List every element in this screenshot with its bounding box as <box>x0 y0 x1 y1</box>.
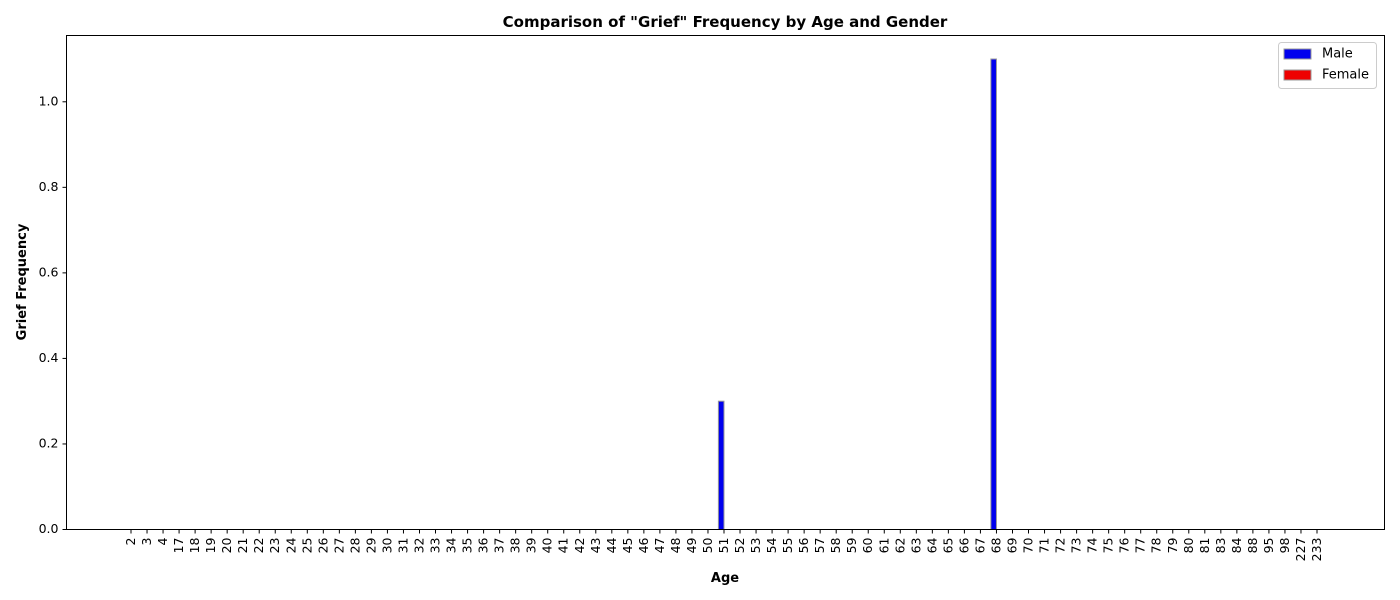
x-tick-label: 65 <box>940 538 955 554</box>
x-tick-label: 80 <box>1181 537 1196 553</box>
x-tick-label: 28 <box>347 537 362 553</box>
x-tick-label: 47 <box>652 538 667 554</box>
legend: Male Female <box>1278 42 1377 89</box>
y-tick-label: 0.0 <box>39 521 59 536</box>
x-tick-label: 31 <box>395 538 410 554</box>
x-tick-label: 35 <box>460 538 475 554</box>
x-tick-label: 49 <box>684 537 699 553</box>
x-tick-label: 95 <box>1261 538 1276 554</box>
x-tick-label: 24 <box>283 537 298 553</box>
x-tick-label: 2 <box>123 538 138 546</box>
y-tick-label: 0.2 <box>39 435 59 450</box>
x-tick-label: 227 <box>1293 538 1308 562</box>
x-tick-label: 55 <box>780 538 795 554</box>
x-tick-label: 74 <box>1085 537 1100 553</box>
x-tick-label: 53 <box>748 538 763 554</box>
y-tick-label: 0.6 <box>39 264 59 279</box>
x-tick-label: 66 <box>956 537 971 553</box>
x-tick-label: 26 <box>315 537 330 553</box>
x-tick-label: 34 <box>444 537 459 553</box>
x-tick-label: 68 <box>988 537 1003 553</box>
x-tick-label: 58 <box>828 537 843 553</box>
x-tick-label: 57 <box>812 538 827 554</box>
x-tick-label: 22 <box>251 538 266 554</box>
x-tick-label: 56 <box>796 537 811 553</box>
x-tick-label: 76 <box>1117 537 1132 553</box>
x-tick-label: 84 <box>1229 537 1244 553</box>
x-tick-label: 36 <box>476 537 491 553</box>
x-tick-label: 29 <box>363 537 378 553</box>
legend-label-male: Male <box>1322 47 1353 62</box>
x-tick-label: 59 <box>844 537 859 553</box>
x-tick-label: 39 <box>524 537 539 553</box>
x-tick-label: 81 <box>1197 538 1212 554</box>
x-tick-label: 83 <box>1213 538 1228 554</box>
x-ticks: 2 3 4 17 18 19 20 21 22 23 24 25 26 27 28 29 30 31 32 33 34 3… <box>123 529 1324 562</box>
x-tick-label: 43 <box>588 538 603 554</box>
y-tick-label: 0.8 <box>39 179 59 194</box>
x-tick-label: 69 <box>1004 537 1019 553</box>
x-tick-label: 75 <box>1101 538 1116 554</box>
x-tick-label: 20 <box>219 537 234 553</box>
bar-male-age-51 <box>717 400 725 530</box>
bar-male-age-68 <box>990 58 997 531</box>
bars-layer <box>717 58 997 531</box>
x-tick-label: 42 <box>572 538 587 554</box>
x-tick-label: 4 <box>155 537 170 545</box>
legend-swatch-male <box>1283 48 1312 60</box>
y-axis-label: Grief Frequency <box>15 223 30 340</box>
x-tick-label: 27 <box>331 538 346 554</box>
plot-area-frame <box>66 35 1385 530</box>
x-tick-label: 61 <box>876 538 891 554</box>
x-tick-label: 60 <box>860 537 875 553</box>
x-tick-label: 52 <box>732 538 747 554</box>
x-tick-label: 64 <box>924 537 939 553</box>
x-tick-label: 18 <box>187 537 202 553</box>
x-tick-label: 88 <box>1245 537 1260 553</box>
x-tick-label: 19 <box>203 537 218 553</box>
x-tick-label: 38 <box>508 537 523 553</box>
y-ticks: 0.0 0.2 0.4 0.6 0.8 1.0 <box>39 93 67 536</box>
x-tick-label: 50 <box>700 537 715 553</box>
x-tick-label: 63 <box>908 538 923 554</box>
x-tick-label: 78 <box>1149 537 1164 553</box>
x-tick-label: 71 <box>1037 538 1052 554</box>
x-tick-label: 17 <box>171 538 186 554</box>
x-tick-label: 30 <box>379 537 394 553</box>
x-tick-label: 25 <box>299 538 314 554</box>
x-tick-label: 79 <box>1165 537 1180 553</box>
chart-title: Comparison of "Grief" Frequency by Age a… <box>503 13 948 31</box>
x-tick-label: 40 <box>540 537 555 553</box>
x-tick-label: 23 <box>267 538 282 554</box>
x-tick-label: 37 <box>492 538 507 554</box>
x-tick-label: 33 <box>428 538 443 554</box>
legend-swatch-female <box>1283 69 1312 81</box>
x-tick-label: 73 <box>1069 538 1084 554</box>
x-tick-label: 98 <box>1277 537 1292 553</box>
x-tick-label: 72 <box>1053 538 1068 554</box>
x-tick-label: 54 <box>764 537 779 553</box>
x-tick-label: 44 <box>604 537 619 553</box>
x-axis-label: Age <box>711 571 739 586</box>
x-tick-label: 70 <box>1021 537 1036 553</box>
x-tick-label: 3 <box>139 538 154 546</box>
x-tick-label: 41 <box>556 538 571 554</box>
x-tick-label: 77 <box>1133 538 1148 554</box>
x-tick-label: 46 <box>636 537 651 553</box>
x-tick-label: 48 <box>668 537 683 553</box>
y-tick-label: 0.4 <box>39 350 59 365</box>
x-tick-label: 51 <box>716 538 731 554</box>
legend-label-female: Female <box>1322 68 1369 83</box>
y-tick-label: 1.0 <box>39 93 59 108</box>
x-tick-label: 21 <box>235 538 250 554</box>
x-tick-label: 67 <box>972 538 987 554</box>
x-tick-label: 233 <box>1309 538 1324 562</box>
x-tick-label: 32 <box>411 538 426 554</box>
x-tick-label: 62 <box>892 538 907 554</box>
x-tick-label: 45 <box>620 538 635 554</box>
